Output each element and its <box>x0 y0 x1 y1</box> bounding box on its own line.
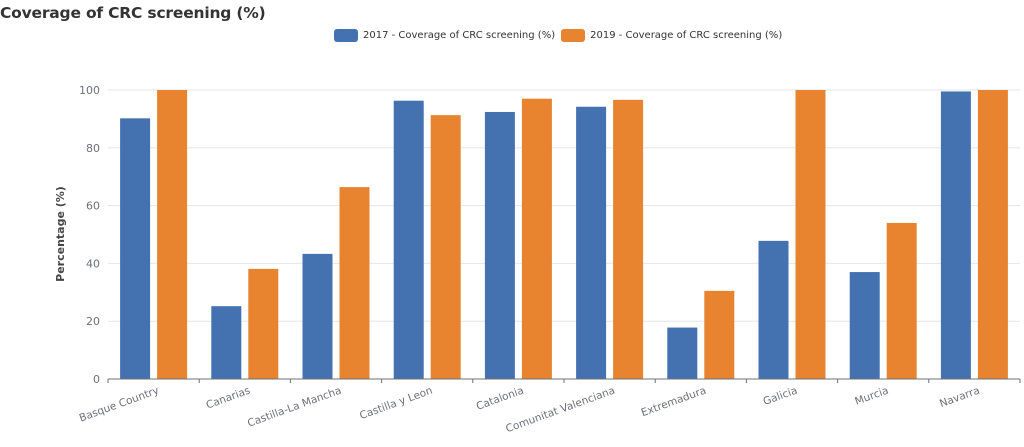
legend-swatch-2017 <box>334 29 358 42</box>
legend-label-2019: 2019 - Coverage of CRC screening (%) <box>590 30 783 41</box>
bar-2017-castilla-y-leon[interactable] <box>393 100 424 380</box>
chart-title: Coverage of CRC screening (%) <box>0 4 266 22</box>
x-tick-label: Castilla y Leon <box>358 385 434 422</box>
bar-2019-galicia[interactable] <box>795 90 826 379</box>
x-tick-label: Murcia <box>853 385 890 408</box>
bar-2019-murcia[interactable] <box>886 222 917 379</box>
bar-2017-extremadura[interactable] <box>667 327 698 379</box>
y-tick-label-20: 20 <box>86 315 100 328</box>
x-tick-label: Castilla-La Mancha <box>246 385 343 430</box>
bar-2017-catalonia[interactable] <box>484 111 515 380</box>
y-axis-ticks: 0 20 40 60 80 100 <box>79 84 100 386</box>
bar-2019-comunitat-valenciana[interactable] <box>613 99 644 380</box>
y-tick-label-40: 40 <box>86 257 100 270</box>
bar-2017-galicia[interactable] <box>758 240 789 379</box>
legend-label-2017: 2017 - Coverage of CRC screening (%) <box>363 30 556 41</box>
x-tick-label: Navarra <box>938 385 981 411</box>
bar-2019-extremadura[interactable] <box>704 290 735 379</box>
bar-2017-canarias[interactable] <box>211 306 242 379</box>
legend-item-2017[interactable]: 2017 - Coverage of CRC screening (%) <box>334 29 555 42</box>
bar-2019-catalonia[interactable] <box>521 98 552 380</box>
bar-2019-canarias[interactable] <box>248 268 279 379</box>
y-tick-label-60: 60 <box>86 200 100 213</box>
y-tick-label-80: 80 <box>86 142 100 155</box>
x-tick-label: Canarias <box>204 385 251 412</box>
bar-2019-castilla-la-mancha[interactable] <box>339 187 370 379</box>
bar-2019-castilla-y-leon[interactable] <box>430 115 461 379</box>
gridlines <box>108 89 1020 322</box>
x-tick-label: Galicia <box>762 385 799 408</box>
x-tick-label: Extremadura <box>640 385 708 420</box>
y-axis-title: Percentage (%) <box>54 186 67 282</box>
bar-2017-murcia[interactable] <box>849 272 880 379</box>
bar-2019-basque-country[interactable] <box>157 90 188 379</box>
bar-2017-castilla-la-mancha[interactable] <box>302 253 333 379</box>
x-tick-label: Basque Country <box>78 385 161 425</box>
legend-swatch-2019 <box>561 29 586 42</box>
bar-2017-navarra[interactable] <box>940 91 971 379</box>
x-tick-label: Catalonia <box>475 385 526 413</box>
bar-2017-comunitat-valenciana[interactable] <box>576 106 607 380</box>
legend: 2017 - Coverage of CRC screening (%) 201… <box>334 29 788 42</box>
bar-2017-basque-country[interactable] <box>120 118 151 380</box>
y-tick-label-100: 100 <box>79 84 100 97</box>
bars <box>120 90 1008 380</box>
y-tick-label-0: 0 <box>93 373 100 386</box>
bar-2019-navarra[interactable] <box>977 90 1008 379</box>
legend-item-2019[interactable]: 2019 - Coverage of CRC screening (%) <box>561 29 782 42</box>
